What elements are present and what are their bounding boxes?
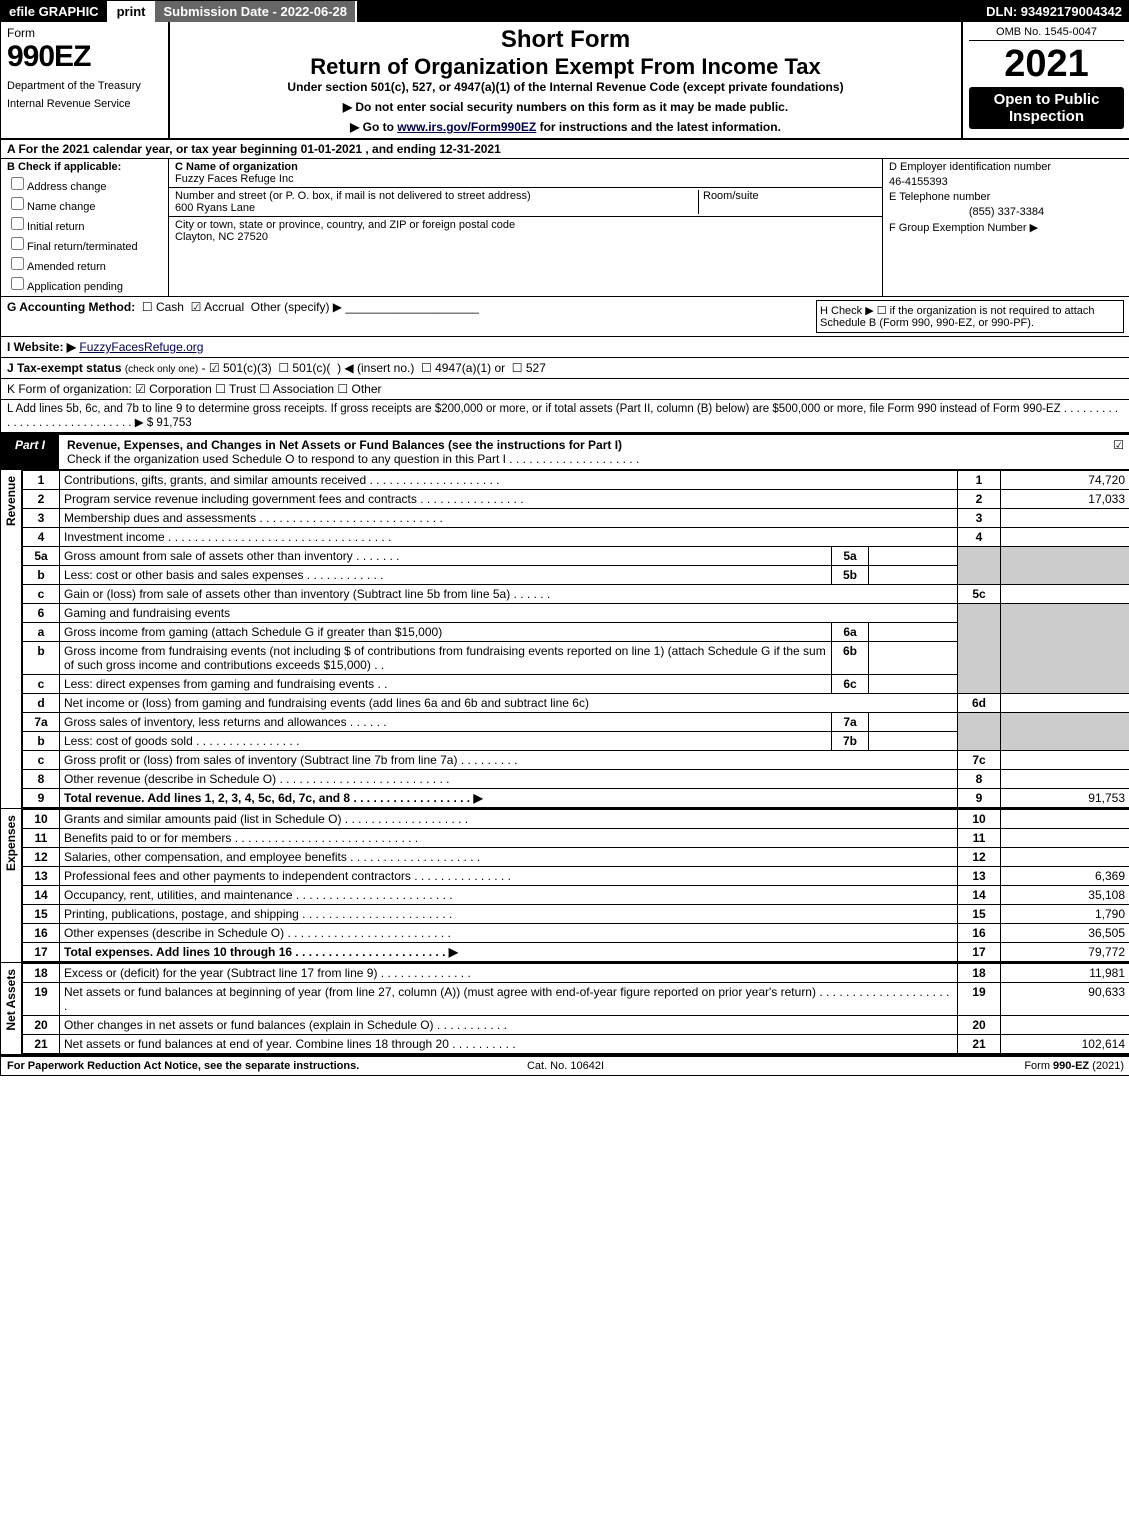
do-not-ssn: ▶ Do not enter social security numbers o… <box>178 100 953 114</box>
open-to-public: Open to Public Inspection <box>969 87 1124 129</box>
omb-number: OMB No. 1545-0047 <box>969 26 1124 41</box>
line-19: 19Net assets or fund balances at beginni… <box>23 983 1129 1016</box>
website-link[interactable]: FuzzyFacesRefuge.org <box>79 340 203 354</box>
return-title: Return of Organization Exempt From Incom… <box>178 54 953 80</box>
part1-title: Revenue, Expenses, and Changes in Net As… <box>59 435 1107 469</box>
l-gross-receipts-row: L Add lines 5b, 6c, and 7b to line 9 to … <box>1 400 1129 433</box>
e-label: E Telephone number <box>889 191 990 203</box>
line-5a: 5aGross amount from sale of assets other… <box>23 547 1129 566</box>
line-18: 18Excess or (deficit) for the year (Subt… <box>23 964 1129 983</box>
header-mid: Short Form Return of Organization Exempt… <box>170 22 963 138</box>
revenue-table: 1Contributions, gifts, grants, and simil… <box>22 470 1129 808</box>
check-address-change[interactable]: Address change <box>7 174 162 193</box>
expenses-table: 10Grants and similar amounts paid (list … <box>22 809 1129 962</box>
irs-link[interactable]: www.irs.gov/Form990EZ <box>397 120 536 134</box>
expenses-vlabel: Expenses <box>1 809 22 962</box>
form-word: Form <box>7 26 162 40</box>
irs-label: Internal Revenue Service <box>7 98 162 110</box>
line-5c: cGain or (loss) from sale of assets othe… <box>23 585 1129 604</box>
top-bar: efile GRAPHIC print Submission Date - 20… <box>1 1 1129 22</box>
footer-paperwork: For Paperwork Reduction Act Notice, see … <box>7 1060 379 1072</box>
header-left: Form 990EZ Department of the Treasury In… <box>1 22 170 138</box>
line-14: 14Occupancy, rent, utilities, and mainte… <box>23 886 1129 905</box>
check-name-change[interactable]: Name change <box>7 194 162 213</box>
part1-header: Part I Revenue, Expenses, and Changes in… <box>1 433 1129 470</box>
short-form-title: Short Form <box>178 26 953 54</box>
netassets-table: 18Excess or (deficit) for the year (Subt… <box>22 963 1129 1054</box>
g-and-h-row: H Check ▶ ☐ if the organization is not r… <box>1 297 1129 337</box>
line-16: 16Other expenses (describe in Schedule O… <box>23 924 1129 943</box>
netassets-section: Net Assets 18Excess or (deficit) for the… <box>1 963 1129 1055</box>
section-b-checks: B Check if applicable: Address change Na… <box>1 159 169 296</box>
line-4: 4Investment income . . . . . . . . . . .… <box>23 528 1129 547</box>
footer-formid: Form 990-EZ (2021) <box>752 1060 1124 1072</box>
part1-check-o[interactable]: ☑ <box>1107 435 1129 469</box>
city-label: City or town, state or province, country… <box>175 219 515 231</box>
line-1: 1Contributions, gifts, grants, and simil… <box>23 471 1129 490</box>
line-3: 3Membership dues and assessments . . . .… <box>23 509 1129 528</box>
line-20: 20Other changes in net assets or fund ba… <box>23 1016 1129 1035</box>
tax-year: 2021 <box>969 45 1124 83</box>
ein-value: 46-4155393 <box>889 176 1124 188</box>
phone-value: (855) 337-3384 <box>889 206 1124 218</box>
submission-date: Submission Date - 2022-06-28 <box>155 1 357 22</box>
revenue-vlabel: Revenue <box>1 470 22 808</box>
line-13: 13Professional fees and other payments t… <box>23 867 1129 886</box>
print-button[interactable]: print <box>109 1 156 22</box>
line-7a: 7aGross sales of inventory, less returns… <box>23 713 1129 732</box>
check-application-pending[interactable]: Application pending <box>7 274 162 293</box>
revenue-section: Revenue 1Contributions, gifts, grants, a… <box>1 470 1129 809</box>
form-page: efile GRAPHIC print Submission Date - 20… <box>0 0 1129 1076</box>
k-form-org-row: K Form of organization: ☑ Corporation ☐ … <box>1 379 1129 400</box>
expenses-section: Expenses 10Grants and similar amounts pa… <box>1 809 1129 963</box>
netassets-vlabel: Net Assets <box>1 963 22 1054</box>
h-schedule-b-box: H Check ▶ ☐ if the organization is not r… <box>816 300 1124 333</box>
room-label: Room/suite <box>703 190 759 202</box>
check-final-return[interactable]: Final return/terminated <box>7 234 162 253</box>
section-c-block: C Name of organization Fuzzy Faces Refug… <box>169 159 883 296</box>
line-2: 2Program service revenue including gover… <box>23 490 1129 509</box>
line-9: 9Total revenue. Add lines 1, 2, 3, 4, 5c… <box>23 789 1129 808</box>
city-value: Clayton, NC 27520 <box>175 231 268 243</box>
line-6d: dNet income or (loss) from gaming and fu… <box>23 694 1129 713</box>
line-11: 11Benefits paid to or for members . . . … <box>23 829 1129 848</box>
part1-tab: Part I <box>1 435 59 469</box>
section-b-block: B Check if applicable: Address change Na… <box>1 159 1129 297</box>
goto-line: ▶ Go to www.irs.gov/Form990EZ for instru… <box>178 120 953 134</box>
c-label: C Name of organization <box>175 161 298 173</box>
g-label: G Accounting Method: <box>7 300 135 314</box>
section-def-block: D Employer identification number 46-4155… <box>883 159 1129 296</box>
dept-treasury: Department of the Treasury <box>7 80 162 92</box>
street-value: 600 Ryans Lane <box>175 202 255 214</box>
row-a-taxyear: A For the 2021 calendar year, or tax yea… <box>1 140 1129 159</box>
line-7c: cGross profit or (loss) from sales of in… <box>23 751 1129 770</box>
efile-label: efile GRAPHIC <box>1 1 109 22</box>
i-website-row: I Website: ▶ FuzzyFacesRefuge.org <box>1 337 1129 358</box>
under-section: Under section 501(c), 527, or 4947(a)(1)… <box>178 80 953 94</box>
line-12: 12Salaries, other compensation, and empl… <box>23 848 1129 867</box>
b-label: B Check if applicable: <box>7 161 162 173</box>
page-footer: For Paperwork Reduction Act Notice, see … <box>1 1055 1129 1075</box>
line-21: 21Net assets or fund balances at end of … <box>23 1035 1129 1054</box>
line-8: 8Other revenue (describe in Schedule O) … <box>23 770 1129 789</box>
line-10: 10Grants and similar amounts paid (list … <box>23 810 1129 829</box>
form-header: Form 990EZ Department of the Treasury In… <box>1 22 1129 140</box>
d-label: D Employer identification number <box>889 161 1051 173</box>
line-6: 6Gaming and fundraising events <box>23 604 1129 623</box>
footer-catno: Cat. No. 10642I <box>379 1060 751 1072</box>
dln-label: DLN: 93492179004342 <box>978 1 1129 22</box>
line-15: 15Printing, publications, postage, and s… <box>23 905 1129 924</box>
header-right: OMB No. 1545-0047 2021 Open to Public In… <box>963 22 1129 138</box>
check-initial-return[interactable]: Initial return <box>7 214 162 233</box>
street-label: Number and street (or P. O. box, if mail… <box>175 190 531 202</box>
org-name: Fuzzy Faces Refuge Inc <box>175 173 294 185</box>
form-number: 990EZ <box>7 40 162 74</box>
check-amended-return[interactable]: Amended return <box>7 254 162 273</box>
i-label: I Website: ▶ <box>7 340 76 354</box>
j-tax-exempt-row: J Tax-exempt status (check only one) - ☑… <box>1 358 1129 379</box>
line-17: 17Total expenses. Add lines 10 through 1… <box>23 943 1129 962</box>
f-label: F Group Exemption Number ▶ <box>889 222 1038 234</box>
